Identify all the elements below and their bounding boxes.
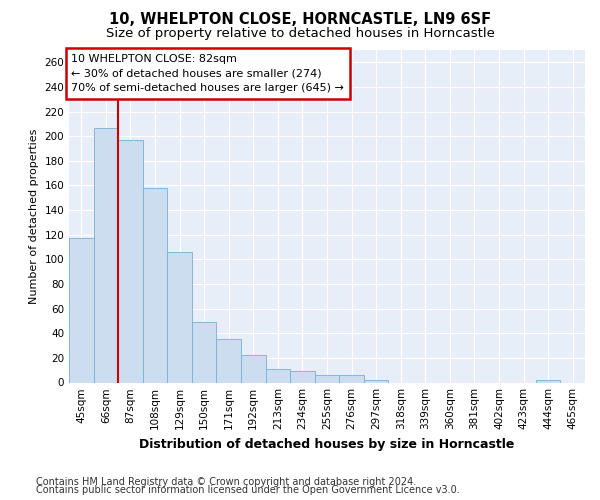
Bar [217,340,241,382]
Y-axis label: Number of detached properties: Number of detached properties [29,128,39,304]
Bar [167,252,192,382]
Bar [339,375,364,382]
Text: Contains HM Land Registry data © Crown copyright and database right 2024.: Contains HM Land Registry data © Crown c… [36,477,416,487]
Bar [118,140,143,382]
Bar [315,375,339,382]
Bar [290,372,315,382]
Bar [143,188,167,382]
Bar [536,380,560,382]
Text: 10 WHELPTON CLOSE: 82sqm
← 30% of detached houses are smaller (274)
70% of semi-: 10 WHELPTON CLOSE: 82sqm ← 30% of detach… [71,54,344,94]
Bar [364,380,388,382]
Bar [241,356,266,382]
Text: Contains public sector information licensed under the Open Government Licence v3: Contains public sector information licen… [36,485,460,495]
Text: 10, WHELPTON CLOSE, HORNCASTLE, LN9 6SF: 10, WHELPTON CLOSE, HORNCASTLE, LN9 6SF [109,12,491,28]
Bar [94,128,118,382]
Bar [69,238,94,382]
X-axis label: Distribution of detached houses by size in Horncastle: Distribution of detached houses by size … [139,438,515,451]
Text: Size of property relative to detached houses in Horncastle: Size of property relative to detached ho… [106,28,494,40]
Bar [192,322,217,382]
Bar [266,369,290,382]
